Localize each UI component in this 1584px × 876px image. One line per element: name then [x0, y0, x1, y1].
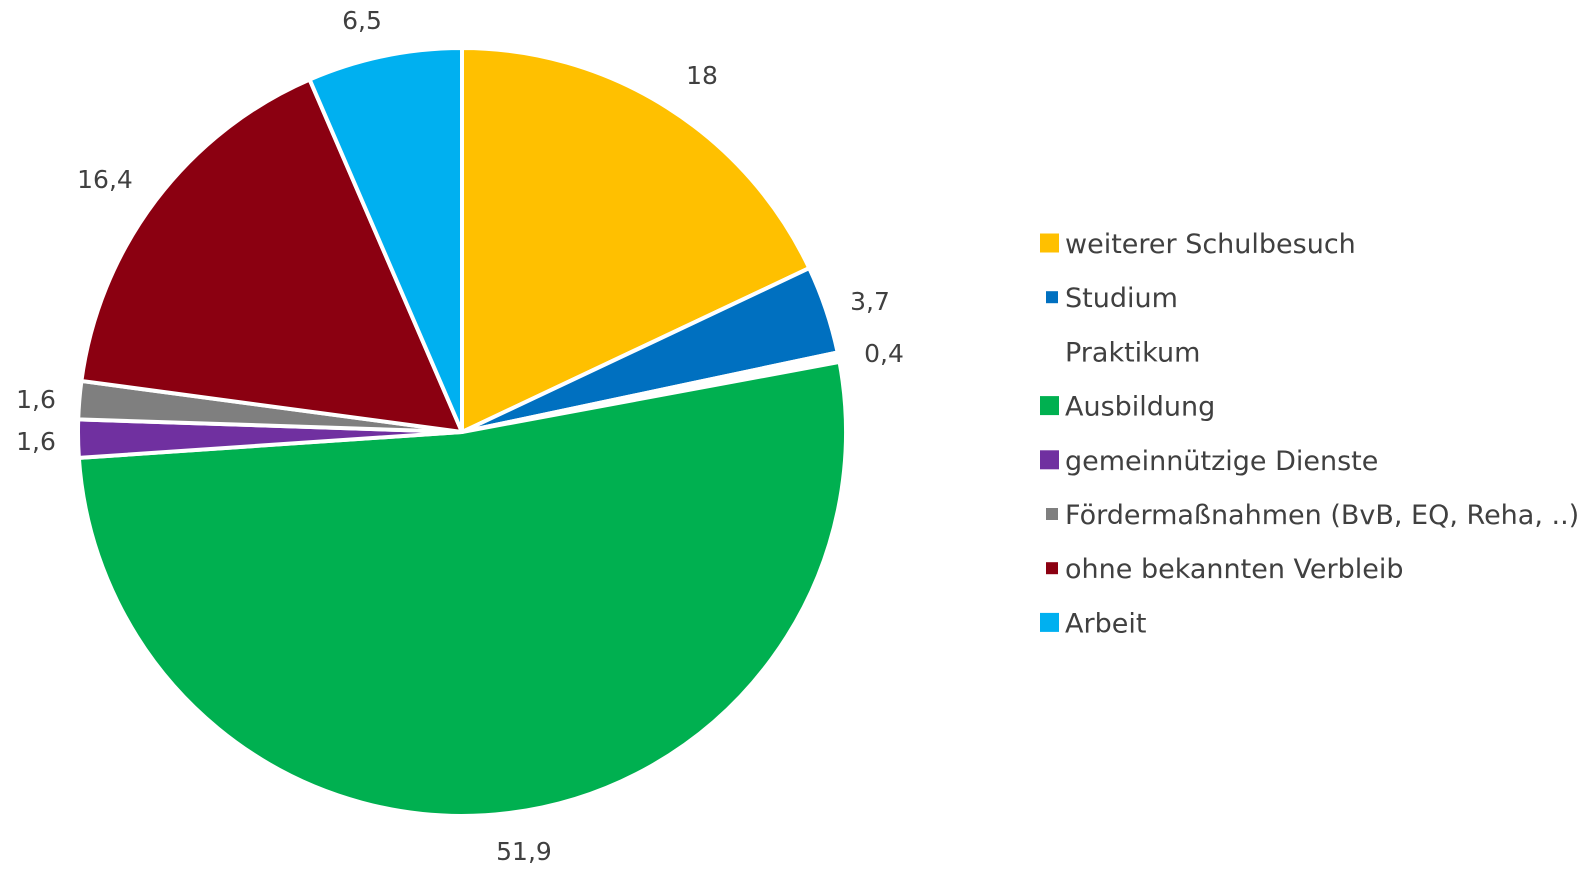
- legend-label: Studium: [1065, 283, 1178, 314]
- data-label-ausbildung: 51,9: [496, 837, 552, 866]
- legend-label: Fördermaßnahmen (BvB, EQ, Reha, ..): [1065, 500, 1579, 531]
- legend-item-praktikum: Praktikum: [1040, 337, 1200, 368]
- legend-item-gemeinnuetzige-dienste: gemeinnützige Dienste: [1040, 446, 1378, 477]
- pie-slice-weiterer-schulbesuch: [460, 46, 812, 434]
- data-label-foerdermassnahmen-bvb-eq-reha: 1,6: [16, 385, 56, 414]
- legend-label: Ausbildung: [1065, 392, 1215, 423]
- data-label-arbeit: 6,5: [342, 6, 382, 35]
- legend-swatch: [1040, 396, 1059, 416]
- legend-swatch: [1046, 562, 1058, 575]
- data-label-weiterer-schulbesuch: 18: [686, 61, 718, 90]
- legend-swatch: [1046, 291, 1058, 304]
- pie-slice-arbeit: [307, 46, 464, 434]
- legend-item-ausbildung: Ausbildung: [1040, 392, 1215, 423]
- pie-slice-ohne-bekannten-verbleib: [79, 77, 464, 434]
- data-label-studium: 3,7: [850, 287, 890, 316]
- legend-item-ohne-bekannten-verbleib: ohne bekannten Verbleib: [1046, 554, 1404, 585]
- legend-swatch: [1040, 612, 1059, 632]
- legend-item-foerdermassnahmen-bvb-eq-reha: Fördermaßnahmen (BvB, EQ, Reha, ..): [1046, 500, 1579, 531]
- legend-label: ohne bekannten Verbleib: [1065, 554, 1404, 585]
- legend-swatch: [1040, 341, 1059, 361]
- data-label-ohne-bekannten-verbleib: 16,4: [77, 165, 133, 194]
- legend-label: Praktikum: [1065, 337, 1200, 368]
- chart-legend: weiterer Schulbesuch Studium Praktikum Ausb…: [1040, 229, 1579, 639]
- data-label-gemeinnuetzige-dienste: 1,6: [16, 427, 56, 456]
- legend-label: weiterer Schulbesuch: [1065, 229, 1356, 260]
- legend-item-studium: Studium: [1046, 283, 1178, 314]
- legend-swatch: [1046, 508, 1058, 520]
- pie-data-labels: 18 3,7 0,4 51,9 1,6 1,6 16,4 6,5: [16, 6, 904, 866]
- pie-slices: [76, 46, 848, 818]
- legend-label: gemeinnützige Dienste: [1065, 446, 1378, 477]
- data-label-praktikum: 0,4: [864, 339, 904, 368]
- legend-item-weiterer-schulbesuch: weiterer Schulbesuch: [1040, 229, 1356, 260]
- pie-slice-ausbildung: [76, 359, 848, 818]
- legend-swatch: [1040, 450, 1059, 470]
- legend-label: Arbeit: [1065, 608, 1146, 639]
- legend-item-arbeit: Arbeit: [1040, 608, 1146, 639]
- legend-swatch: [1040, 233, 1059, 253]
